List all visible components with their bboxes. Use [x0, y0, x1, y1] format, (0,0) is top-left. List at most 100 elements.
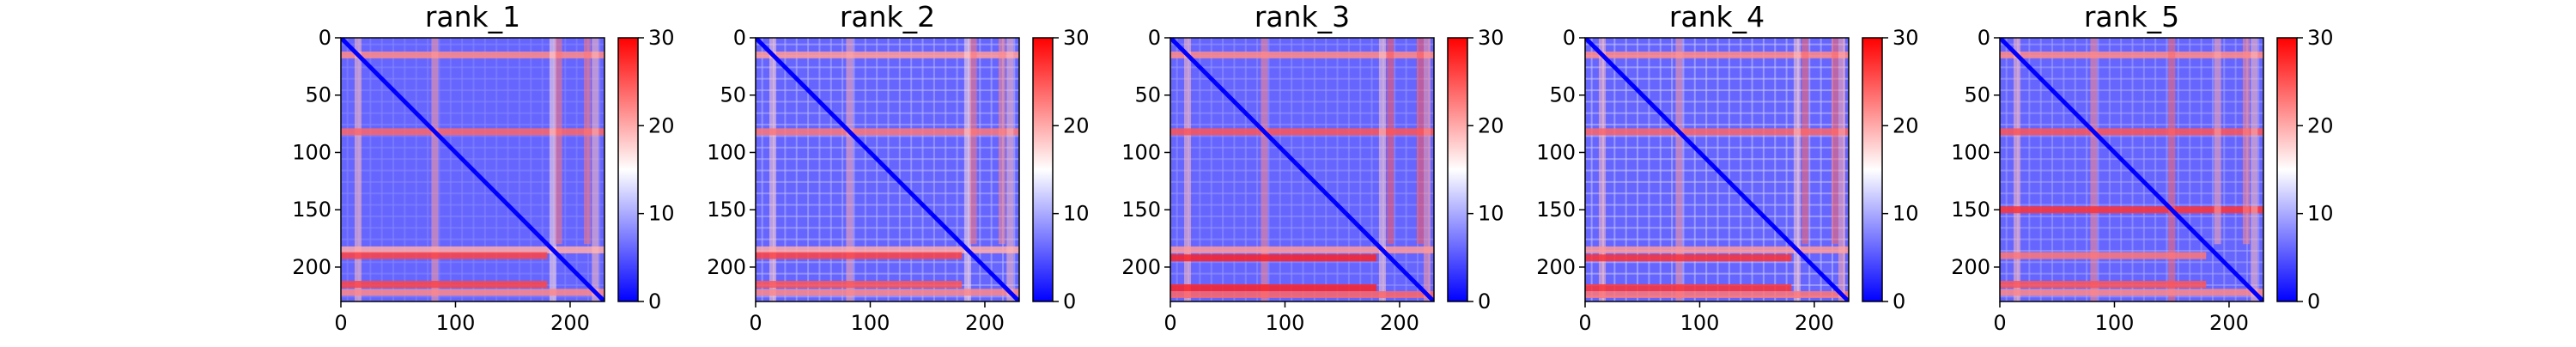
heatmap-texture: [1808, 38, 1811, 301]
panel-title: rank_2: [840, 0, 935, 33]
heatmap-band: [1585, 52, 1849, 59]
heatmap-band: [846, 38, 854, 301]
heatmap-texture: [1585, 261, 1849, 264]
colorbar: [1447, 37, 1468, 302]
heatmap-band: [756, 128, 1019, 136]
heatmap-diagonal: [341, 38, 605, 301]
colorbar-tick-label: 0: [1063, 289, 1076, 314]
heatmap-band: [341, 289, 605, 296]
heatmap-band: [341, 280, 548, 288]
heatmap-texture: [756, 272, 1019, 275]
y-tick-label: 50: [305, 83, 331, 107]
heatmap-texture: [2211, 38, 2214, 301]
heatmap-texture: [1359, 38, 1362, 301]
colorbar-tick-label: 0: [648, 289, 661, 314]
heatmap-texture: [495, 38, 498, 301]
heatmap-texture: [956, 38, 958, 301]
plot-frame: [1170, 37, 1435, 302]
y-tick-label: 200: [707, 255, 746, 279]
heatmap-cells: [756, 38, 1019, 301]
x-tick-label: 100: [436, 311, 476, 335]
heatmap-texture: [598, 38, 601, 301]
heatmap-texture: [1170, 227, 1434, 229]
heatmap-texture: [1325, 38, 1327, 301]
heatmap-cells: [1585, 38, 1849, 301]
x-tick-label: 0: [749, 311, 762, 335]
heatmap-cells: [1170, 38, 1434, 301]
heatmap-texture: [1585, 192, 1849, 195]
x-tick-label: 100: [851, 311, 890, 335]
heatmap-band: [1585, 254, 1792, 262]
heatmap-texture: [2000, 272, 2263, 275]
x-tick-label: 0: [1993, 311, 2006, 335]
panel-rank_1: rank_1 0 100 200 0 50 100 150 200 0 10 20 30: [292, 0, 674, 335]
x-tick-label: 200: [550, 311, 590, 335]
y-tick-label: 150: [1536, 198, 1576, 222]
y-tick-label: 100: [707, 140, 746, 164]
colorbar-tick-label: 30: [1063, 26, 1090, 50]
y-tick-label: 100: [292, 140, 331, 164]
heatmap-texture: [575, 38, 578, 301]
heatmap-texture: [1170, 192, 1434, 195]
colorbar-tick-label: 20: [648, 113, 675, 137]
heatmap-texture: [1740, 38, 1742, 301]
heatmap-texture: [1728, 38, 1730, 301]
heatmap-texture: [341, 215, 605, 217]
colorbar: [617, 37, 639, 302]
heatmap-band: [1423, 38, 1431, 301]
panel-title: rank_1: [425, 0, 520, 33]
heatmap-band: [341, 252, 548, 259]
colorbar: [2276, 37, 2298, 302]
heatmap-band: [1170, 246, 1434, 253]
heatmap-texture: [1170, 180, 1434, 183]
colorbar-tick-label: 20: [2307, 113, 2334, 137]
colorbar-tick-label: 20: [1893, 113, 1919, 137]
x-tick-label: 200: [2209, 311, 2249, 335]
heatmap-band: [1599, 38, 1607, 301]
panel-title: rank_4: [1669, 0, 1765, 33]
colorbar-tick-label: 20: [1063, 113, 1090, 137]
heatmap-band: [1387, 38, 1394, 245]
y-tick-label: 200: [1121, 255, 1161, 279]
y-tick-label: 100: [1951, 140, 1990, 164]
heatmap-texture: [2000, 238, 2263, 240]
heatmap-texture: [1405, 38, 1407, 301]
heatmap-band: [431, 38, 439, 301]
y-tick-label: 50: [1964, 83, 1990, 107]
colorbar-tick-label: 30: [1893, 26, 1919, 50]
heatmap-band: [341, 52, 605, 59]
heatmap-texture: [756, 261, 1019, 264]
heatmap-band: [2090, 38, 2098, 301]
colorbar-tick-label: 10: [2307, 202, 2334, 226]
colorbar-tick-label: 30: [2307, 26, 2334, 50]
heatmap-band: [355, 38, 362, 301]
heatmap-band: [756, 246, 1019, 253]
heatmap-texture: [1394, 38, 1396, 301]
heatmap-band: [969, 38, 977, 245]
heatmap-texture: [2223, 38, 2226, 301]
heatmap-diagonal: [1170, 38, 1434, 301]
heatmap-band: [1170, 290, 1434, 298]
y-tick-label: 150: [1951, 198, 1990, 222]
heatmap-band: [756, 280, 963, 288]
y-tick-label: 200: [292, 255, 331, 279]
heatmap-texture: [1170, 261, 1434, 264]
heatmap-band: [1416, 38, 1424, 245]
heatmap-band: [2000, 128, 2263, 136]
panel-title: rank_5: [2084, 0, 2179, 33]
heatmap-band: [341, 128, 605, 136]
heatmap-texture: [1170, 272, 1434, 275]
y-tick-label: 150: [1121, 198, 1161, 222]
heatmap-band: [2014, 38, 2021, 301]
heatmap-texture: [1585, 204, 1849, 206]
heatmap-band: [2168, 38, 2176, 301]
plot-frame: [1584, 37, 1850, 302]
panel-rank_2: rank_2 0 100 200 0 50 100 150 200 0 10 20 30: [707, 0, 1089, 335]
heatmap-texture: [756, 227, 1019, 229]
heatmap-texture: [1370, 38, 1373, 301]
heatmap-diagonal: [756, 38, 1019, 301]
heatmap-band: [2251, 38, 2258, 301]
heatmap-cells: [341, 38, 605, 301]
heatmap-texture: [1585, 215, 1849, 217]
